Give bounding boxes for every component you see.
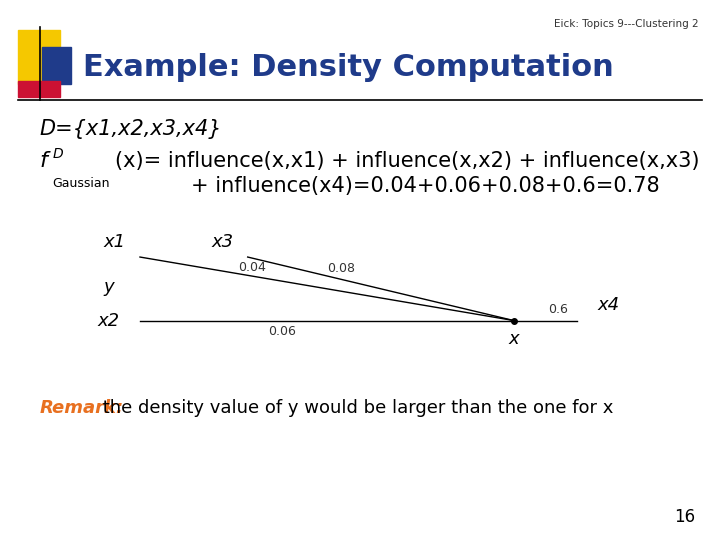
Text: 16: 16	[674, 509, 695, 526]
Text: x4: x4	[598, 296, 620, 314]
Text: Remark:: Remark:	[40, 399, 124, 417]
Text: Example: Density Computation: Example: Density Computation	[83, 53, 613, 82]
Text: Gaussian: Gaussian	[53, 177, 110, 190]
Text: D={x1,x2,x3,x4}: D={x1,x2,x3,x4}	[40, 118, 222, 139]
Text: 0.08: 0.08	[327, 262, 355, 275]
Text: D: D	[53, 147, 63, 161]
Text: the density value of y would be larger than the one for x: the density value of y would be larger t…	[97, 399, 613, 417]
Text: x2: x2	[97, 312, 120, 329]
Text: x3: x3	[211, 233, 233, 251]
Text: 0.6: 0.6	[548, 303, 568, 316]
Text: + influence(x4)=0.04+0.06+0.08+0.6=0.78: + influence(x4)=0.04+0.06+0.08+0.6=0.78	[191, 176, 660, 195]
Text: x: x	[508, 330, 519, 348]
Text: f: f	[40, 151, 48, 171]
Text: 0.06: 0.06	[268, 325, 296, 338]
Text: (x)= influence(x,x1) + influence(x,x2) + influence(x,x3): (x)= influence(x,x1) + influence(x,x2) +…	[115, 151, 700, 171]
Text: x1: x1	[104, 233, 126, 251]
Text: Eick: Topics 9---Clustering 2: Eick: Topics 9---Clustering 2	[554, 19, 698, 29]
Text: 0.04: 0.04	[238, 260, 266, 274]
Text: y: y	[103, 278, 114, 296]
